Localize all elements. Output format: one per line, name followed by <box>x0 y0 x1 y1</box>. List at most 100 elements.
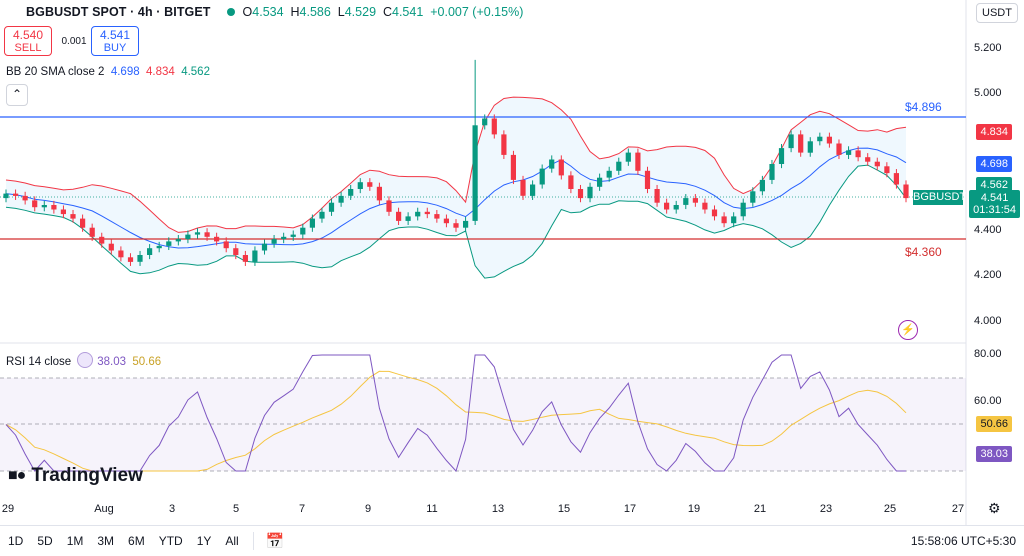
candle-body <box>731 216 737 224</box>
candle-body <box>22 195 28 201</box>
candle-body <box>127 257 134 262</box>
bb-upper-tag: 4.834 <box>976 124 1012 140</box>
price-axis-label: 5.000 <box>974 87 1002 99</box>
candle-body <box>367 182 373 187</box>
bb-lower-line <box>5 164 907 279</box>
candle-body <box>759 179 765 192</box>
candle-body <box>539 168 545 185</box>
candle-body <box>472 125 478 221</box>
rsi-band-fill <box>0 378 966 471</box>
candle-body <box>357 182 363 189</box>
candle-body <box>137 255 143 262</box>
rsi-axis-label: 60.00 <box>974 395 1002 407</box>
candle-body <box>826 136 832 144</box>
candle-body <box>568 175 574 189</box>
bb-fill-area <box>6 97 906 279</box>
bollinger-band-lines <box>5 96 907 279</box>
candle-body <box>51 205 57 210</box>
candle-body <box>884 166 890 174</box>
candle-body <box>817 136 823 142</box>
candle-body <box>769 164 775 180</box>
currency-selector[interactable]: USDT <box>976 3 1018 23</box>
calendar-range-icon[interactable]: 📅 <box>265 533 285 550</box>
price-axis-label: 5.200 <box>974 42 1002 54</box>
candle-body <box>118 250 124 258</box>
candle-body <box>855 150 861 158</box>
candle-body <box>99 236 105 244</box>
tradingview-logo-icon: ■● <box>8 467 26 484</box>
candle-body <box>778 148 785 164</box>
candle-body <box>903 184 909 199</box>
candle-body <box>175 239 181 242</box>
candle-body <box>654 189 660 203</box>
candle-body <box>214 236 220 242</box>
symbol-tag: BGBUSDT <box>913 190 967 205</box>
clock[interactable]: 15:58:06 UTC+5:30 <box>910 534 1016 548</box>
candle-body <box>798 134 804 153</box>
candle-body <box>577 189 584 199</box>
lightning-icon[interactable]: ⚡ <box>898 320 918 340</box>
bb-basis-line <box>5 147 907 249</box>
candle-body <box>290 234 296 237</box>
candle-body <box>893 173 899 185</box>
price-axis-label: 4.200 <box>974 269 1002 281</box>
candle-body <box>482 118 488 126</box>
price-axis-label: 4.000 <box>974 315 1002 327</box>
bb-upper-line <box>5 96 907 233</box>
time-axis-label: 5 <box>232 503 240 515</box>
timeframe-1m[interactable]: 1M <box>66 534 84 548</box>
candle-body <box>319 211 325 219</box>
candle-body <box>3 193 9 199</box>
candle-body <box>683 198 689 205</box>
candle-body <box>587 186 593 199</box>
symbol-title[interactable]: BGBUSDT SPOT · 4h · BITGET <box>26 5 211 19</box>
candle-body <box>711 209 718 217</box>
timeframe-1y[interactable]: 1Y <box>196 534 212 548</box>
candle-body <box>616 161 622 171</box>
candle-body <box>434 214 440 219</box>
horizontal-line-bottom-label: $4.360 <box>905 245 942 259</box>
bollinger-band-fill <box>6 97 906 279</box>
gear-icon[interactable]: ⚙ <box>988 500 1001 516</box>
time-axis-label: 27 <box>951 503 965 515</box>
candle-body <box>606 170 612 178</box>
candle-body <box>70 214 76 219</box>
buy-button[interactable]: 4.541 BUY <box>91 26 139 56</box>
time-axis-label: 17 <box>623 503 637 515</box>
candle-body <box>271 239 277 244</box>
timeframe-all[interactable]: All <box>225 534 239 548</box>
candlestick-series <box>3 59 909 266</box>
candle-body <box>376 186 382 201</box>
timeframe-5d[interactable]: 5D <box>37 534 53 548</box>
candle-body <box>424 211 430 215</box>
candle-body <box>300 227 306 235</box>
candle-body <box>32 200 38 208</box>
rsi-legend[interactable]: RSI 14 close 38.03 50.66 <box>6 352 161 368</box>
candle-body <box>625 152 631 162</box>
horizontal-line-top-label: $4.896 <box>905 100 942 114</box>
candle-body <box>491 118 497 135</box>
price-axis-label: 4.400 <box>974 224 1002 236</box>
timeframe-ytd[interactable]: YTD <box>158 534 183 548</box>
candle-body <box>41 205 47 208</box>
chevron-up-icon: ⌃ <box>11 87 23 101</box>
candle-body <box>597 177 603 187</box>
time-axis-label: 19 <box>687 503 701 515</box>
candle-body <box>463 220 469 228</box>
candle-body <box>185 234 191 240</box>
timeframe-3m[interactable]: 3M <box>97 534 115 548</box>
timeframe-6m[interactable]: 6M <box>128 534 145 548</box>
candle-body <box>664 202 670 210</box>
collapse-legend-button[interactable]: ⌃ <box>6 84 28 106</box>
tradingview-logo: ■● TradingView <box>8 465 143 486</box>
candle-body <box>520 179 526 196</box>
candle-body <box>415 211 421 217</box>
time-axis-label: 11 <box>426 503 438 515</box>
bb-legend[interactable]: BB 20 SMA close 2 4.698 4.834 4.562 <box>6 66 210 78</box>
timeframe-1d[interactable]: 1D <box>8 534 24 548</box>
candle-body <box>328 202 335 212</box>
sell-button[interactable]: 4.540 SELL <box>4 26 52 56</box>
candle-body <box>194 232 201 235</box>
time-axis-label: Aug <box>94 503 114 515</box>
